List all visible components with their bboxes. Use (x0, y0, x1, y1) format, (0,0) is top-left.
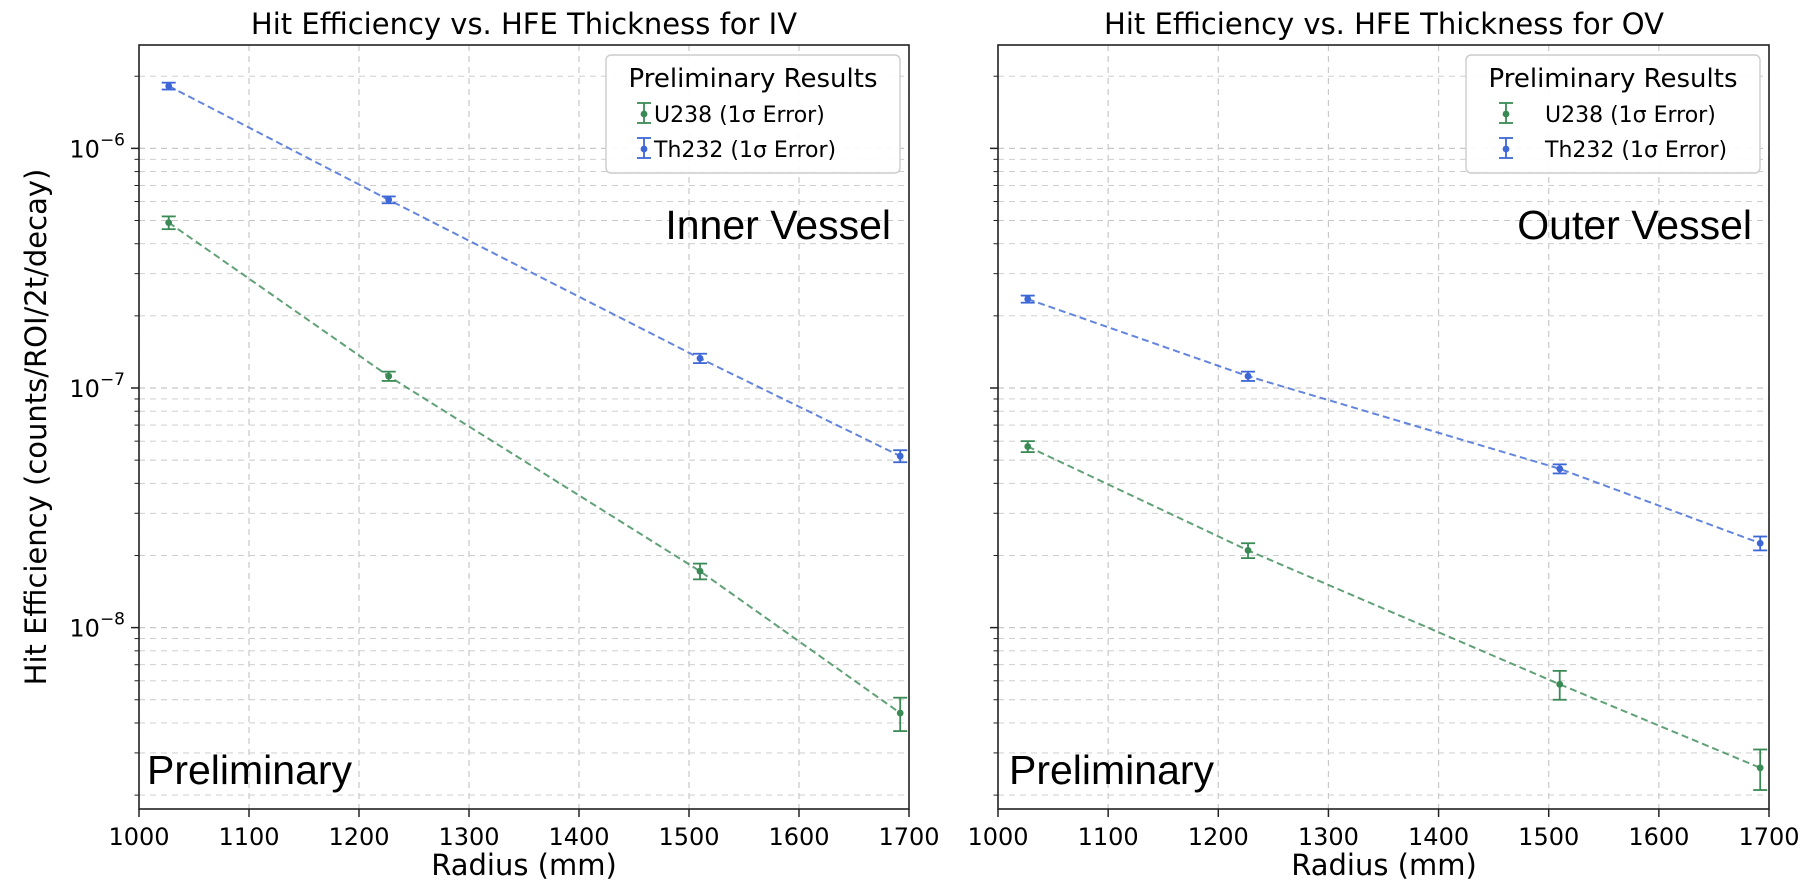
data-point-u238 (893, 696, 908, 732)
point-marker (1756, 764, 1764, 772)
legend-label-u238-ov: U238 (1σ Error) (1545, 103, 1716, 128)
x-tick-label: 1700 (878, 823, 939, 851)
legend-marker-u238 (637, 102, 651, 124)
point-marker (1556, 680, 1564, 688)
ticks-iv: 1000 1100 1200 1300 1400 1500 1600 170010−810−7… (69, 75, 940, 851)
annotation-inner-vessel: Inner Vessel (665, 202, 891, 248)
data-point-th232 (381, 195, 396, 205)
point-marker (165, 219, 173, 227)
data-point-th232 (893, 449, 908, 464)
y-tick-label: 10−7 (69, 370, 125, 403)
point-marker (1244, 547, 1252, 554)
x-tick-label: 1400 (548, 823, 609, 851)
x-axis-title-iv: Radius (mm) (431, 848, 617, 882)
x-tick-label: 1300 (1298, 823, 1359, 851)
legend-iv: Preliminary Results U238 (1σ Error) Th23… (605, 54, 901, 174)
x-tick-label: 1000 (967, 823, 1028, 851)
legend-title-iv: Preliminary Results (629, 64, 878, 94)
series-iv (161, 81, 908, 732)
legend-ov: Preliminary Results U238 (1σ Error) Th23… (1465, 54, 1761, 174)
legend-label-th232-iv: Th232 (1σ Error) (653, 138, 836, 163)
data-point-th232 (1241, 370, 1256, 382)
x-tick-label: 1500 (658, 823, 719, 851)
legend-marker-th232 (1499, 137, 1513, 159)
data-point-u238 (1552, 669, 1567, 701)
series-line-u238 (168, 221, 901, 714)
point-marker (1024, 295, 1032, 303)
data-point-u238 (1020, 440, 1035, 454)
legend-label-th232-ov: Th232 (1σ Error) (1544, 138, 1727, 163)
y-tick-label: 10−6 (69, 130, 125, 163)
legend-marks-ov (1499, 102, 1513, 159)
legend-marks-iv (637, 102, 651, 159)
point-marker (896, 709, 904, 717)
x-tick-label: 1600 (1628, 823, 1689, 851)
data-point-u238 (161, 215, 176, 231)
point-marker (1756, 539, 1764, 547)
data-point-th232 (161, 81, 176, 91)
x-tick-label: 1700 (1738, 823, 1799, 851)
data-point-th232 (1753, 535, 1768, 552)
grid-ov (997, 45, 1770, 809)
data-point-u238 (381, 370, 396, 382)
legend-box-iv (605, 54, 901, 174)
x-tick-label: 1000 (108, 823, 169, 851)
x-axis-title-ov: Radius (mm) (1291, 848, 1477, 882)
point-marker (385, 196, 393, 204)
x-tick-label: 1100 (218, 823, 279, 851)
plot-title-ov: Hit Efficiency vs. HFE Thickness for OV (1104, 7, 1664, 41)
x-tick-label: 1200 (328, 823, 389, 851)
x-tick-label: 1200 (1188, 823, 1249, 851)
point-marker (696, 567, 704, 575)
data-point-u238 (1241, 542, 1256, 560)
point-marker (696, 354, 704, 362)
series-line-th232 (1027, 298, 1761, 545)
data-point-th232 (693, 352, 707, 365)
point-marker (1024, 443, 1032, 450)
annotation-outer-vessel: Outer Vessel (1517, 202, 1752, 248)
x-tick-label: 1400 (1408, 823, 1469, 851)
plot-frame-iv (138, 44, 910, 810)
watermark-preliminary-iv: Preliminary (147, 747, 353, 793)
data-point-th232 (1020, 294, 1035, 304)
y-axis-title: Hit Efficiency (counts/ROI/2t/decay) (19, 169, 53, 686)
x-tick-label: 1600 (768, 823, 829, 851)
series-line-th232 (168, 85, 901, 457)
x-tick-label: 1500 (1518, 823, 1579, 851)
data-point-u238 (693, 562, 707, 581)
x-tick-label: 1300 (438, 823, 499, 851)
legend-box-ov (1465, 54, 1761, 174)
plot-title-iv: Hit Efficiency vs. HFE Thickness for IV (251, 7, 797, 41)
ticks-ov: 1000 1100 1200 1300 1400 1500 1600 1700 (967, 75, 1800, 851)
legend-marker-u238 (1499, 102, 1513, 124)
point-marker (896, 452, 904, 460)
data-point-u238 (1753, 748, 1768, 791)
legend-title-ov: Preliminary Results (1489, 64, 1738, 94)
legend-marker-th232 (637, 137, 651, 159)
series-line-u238 (1027, 445, 1761, 769)
legend-label-u238-iv: U238 (1σ Error) (654, 103, 825, 128)
point-marker (1244, 372, 1252, 380)
plot-frame-ov (997, 44, 1770, 810)
point-marker (165, 82, 173, 90)
point-marker (385, 372, 393, 380)
panel-ov: Hit Efficiency vs. HFE Thickness for OV … (967, 7, 1799, 882)
watermark-preliminary-ov: Preliminary (1009, 747, 1215, 793)
point-marker (1556, 465, 1564, 473)
series-ov (1020, 294, 1768, 791)
x-tick-label: 1100 (1078, 823, 1139, 851)
panel-iv: Hit Efficiency vs. HFE Thickness for IV … (69, 7, 939, 882)
data-point-th232 (1552, 463, 1567, 475)
